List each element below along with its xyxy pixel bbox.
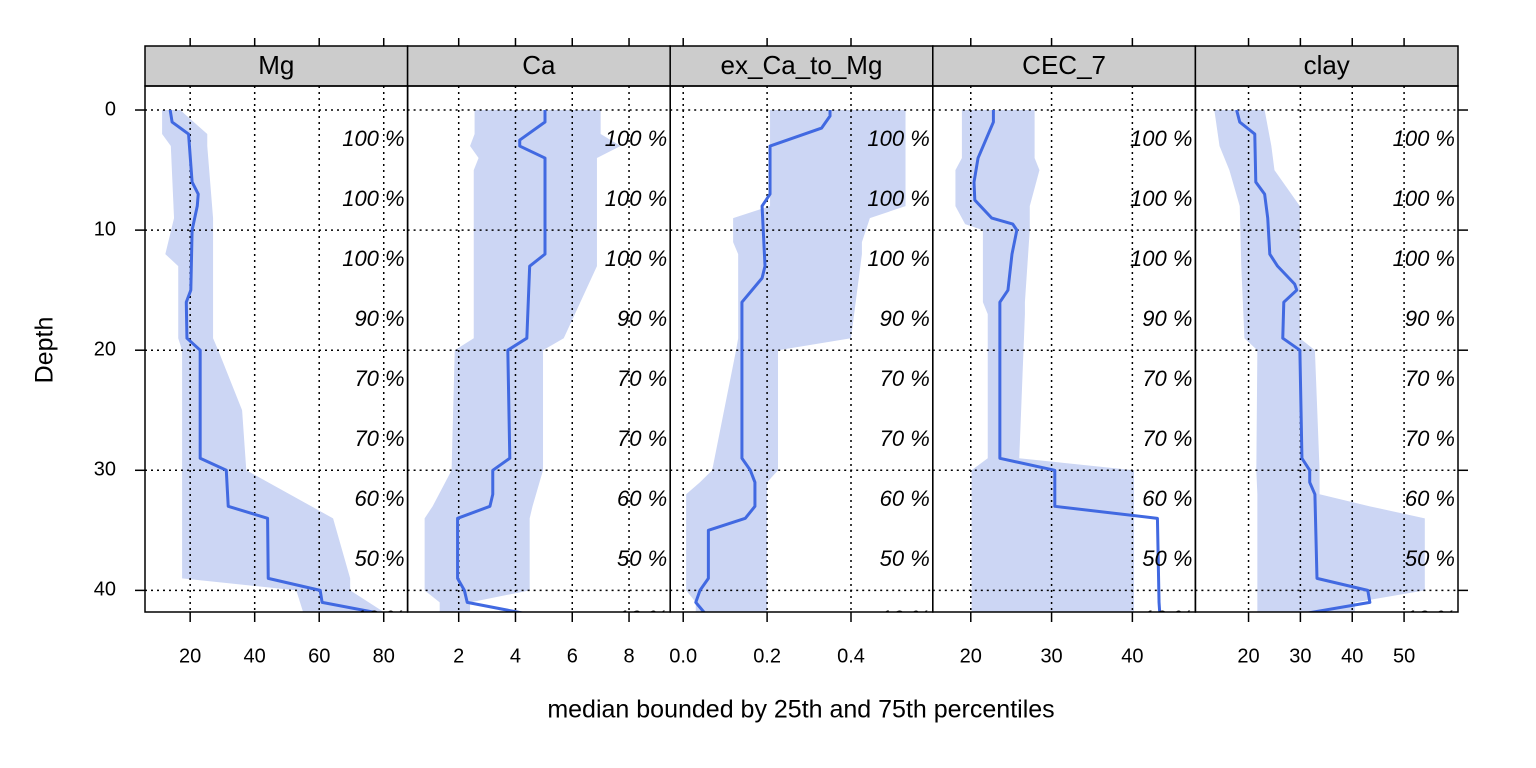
annotation: 60 % (354, 486, 404, 511)
annotation: 10 % (617, 606, 667, 631)
x-tick-label: 40 (1341, 645, 1363, 667)
y-tick-label: 20 (94, 338, 116, 360)
median-line (972, 110, 1162, 612)
panel: 100 % 100 % 100 % 90 % 70 % 70 % 60 % 50 % 10 % (145, 86, 408, 631)
panel: 100 % 100 % 100 % 90 % 70 % 70 % 60 % 50 % 10 % (1195, 86, 1458, 631)
strip (144, 45, 409, 87)
annotation: 100 % (605, 186, 667, 211)
panel-border (1194, 85, 1459, 613)
annotation: 50 % (1142, 546, 1192, 571)
x-tick-label: 20 (960, 645, 982, 667)
x-tick-label: 2 (453, 645, 464, 667)
x-tick-label: 80 (373, 645, 395, 667)
annotation: 70 % (1142, 366, 1192, 391)
annotation: 50 % (1405, 546, 1455, 571)
annotation: 50 % (880, 546, 930, 571)
annotation: 70 % (1405, 426, 1455, 451)
panel: 100 % 100 % 100 % 90 % 70 % 70 % 60 % 50 % 10 % (932, 86, 1196, 631)
annotation: 50 % (617, 546, 667, 571)
strip (406, 45, 671, 87)
median-line (694, 110, 832, 612)
annotation: 100 % (342, 126, 404, 151)
annotation: 60 % (617, 486, 667, 511)
annotation: 100 % (1393, 126, 1455, 151)
annotation: 100 % (605, 126, 667, 151)
y-tick-label: 30 (94, 459, 116, 481)
x-tick-label: 4 (510, 645, 521, 667)
percentile-band (955, 110, 1134, 612)
strip (669, 45, 934, 87)
annotation: 100 % (1130, 186, 1192, 211)
x-tick-label: 50 (1393, 645, 1415, 667)
strip-title: ex_Ca_to_Mg (721, 50, 883, 80)
percentile-band (424, 110, 621, 612)
x-tick-label: 60 (308, 645, 330, 667)
strip-title: Mg (258, 50, 294, 80)
y-tick-label: 0 (105, 98, 116, 120)
x-tick-label: 30 (1289, 645, 1311, 667)
percentile-band (686, 110, 906, 612)
x-tick-label: 0.4 (837, 645, 865, 667)
percentile-band (162, 110, 384, 612)
annotation: 90 % (617, 306, 667, 331)
annotation: 70 % (880, 426, 930, 451)
x-tick-label: 6 (567, 645, 578, 667)
annotation: 70 % (1405, 366, 1455, 391)
annotation: 10 % (880, 606, 930, 631)
annotation: 90 % (1142, 306, 1192, 331)
percentile-band (1214, 110, 1425, 612)
x-tick-label: 20 (1237, 645, 1259, 667)
annotation: 50 % (354, 546, 404, 571)
strip-title: clay (1304, 50, 1350, 80)
median-line (456, 110, 547, 612)
x-tick-label: 30 (1040, 645, 1062, 667)
annotation: 60 % (1405, 486, 1455, 511)
annotation: 70 % (354, 366, 404, 391)
median-line (1235, 109, 1372, 612)
annotation: 100 % (867, 126, 929, 151)
annotation: 100 % (1393, 246, 1455, 271)
x-tick-label: 40 (244, 645, 266, 667)
annotation: 90 % (1405, 306, 1455, 331)
annotation: 90 % (354, 306, 404, 331)
annotation: 70 % (880, 366, 930, 391)
annotation: 10 % (1405, 606, 1455, 631)
x-tick-label: 40 (1121, 645, 1143, 667)
y-axis-label: Depth (31, 317, 59, 384)
x-tick-label: 8 (623, 645, 634, 667)
annotation: 100 % (1130, 126, 1192, 151)
annotation: 100 % (1130, 246, 1192, 271)
strip (932, 45, 1197, 87)
y-tick-label: 10 (94, 218, 116, 240)
annotation: 60 % (880, 486, 930, 511)
x-axis-label: median bounded by 25th and 75th percenti… (547, 696, 1054, 724)
strip-title: CEC_7 (1022, 50, 1106, 80)
annotation: 10 % (354, 606, 404, 631)
strip-title: Ca (522, 50, 556, 80)
annotation: 100 % (1393, 186, 1455, 211)
x-tick-label: 0.0 (669, 645, 697, 667)
annotation: 100 % (867, 246, 929, 271)
x-tick-label: 20 (179, 645, 201, 667)
x-tick-label: 0.2 (753, 645, 781, 667)
panel: 100 % 100 % 100 % 90 % 70 % 70 % 60 % 50 % 10 % (670, 86, 933, 631)
annotation: 10 % (1142, 606, 1192, 631)
annotation: 70 % (617, 366, 667, 391)
annotation: 70 % (354, 426, 404, 451)
median-line (168, 109, 381, 612)
annotation: 100 % (605, 246, 667, 271)
panel: 100 % 100 % 100 % 90 % 70 % 70 % 60 % 50 % 10 % (407, 86, 671, 631)
strip (1194, 45, 1459, 87)
annotation: 100 % (867, 186, 929, 211)
annotation: 100 % (342, 246, 404, 271)
annotation: 90 % (880, 306, 930, 331)
annotation: 70 % (617, 426, 667, 451)
annotation: 100 % (342, 186, 404, 211)
annotation: 70 % (1142, 426, 1192, 451)
annotation: 60 % (1142, 486, 1192, 511)
y-tick-label: 40 (94, 579, 116, 601)
